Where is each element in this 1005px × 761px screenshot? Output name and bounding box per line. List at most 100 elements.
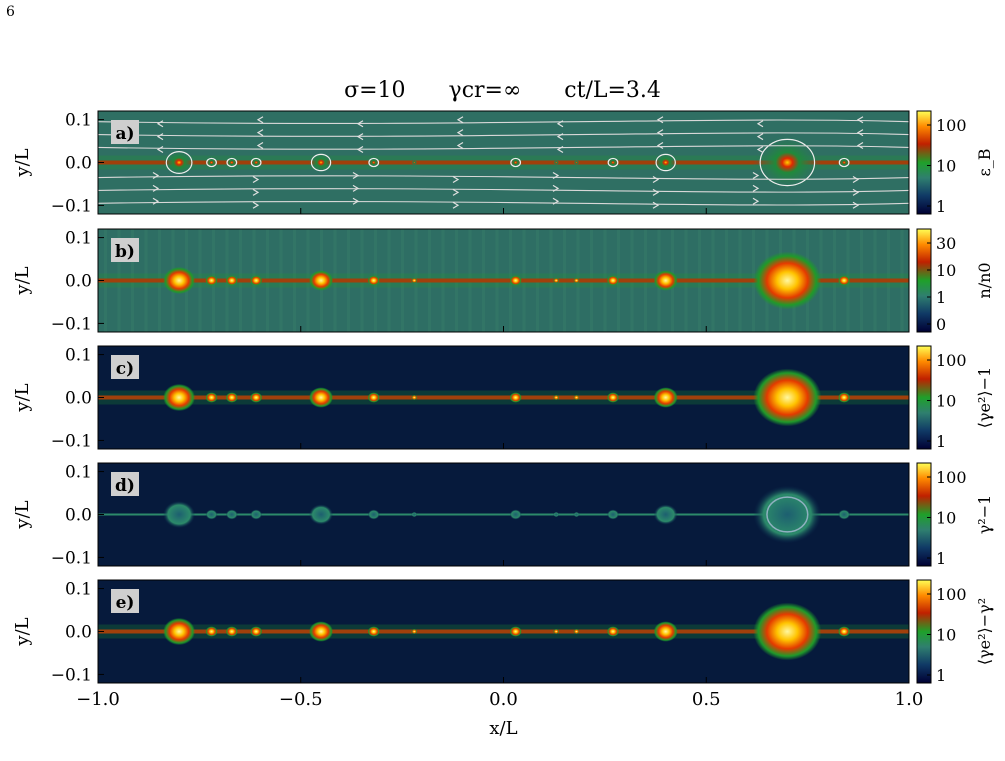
panel-label-box xyxy=(111,355,139,379)
y-axis-label: y/L xyxy=(12,617,33,646)
panel-label-box xyxy=(111,589,139,613)
plasmoid xyxy=(838,626,851,637)
field-arrow xyxy=(456,141,464,149)
ring-structure xyxy=(766,496,809,533)
y-tick-label: −0.1 xyxy=(51,314,92,334)
plasmoid xyxy=(606,157,619,168)
x-tick-label: 0.0 xyxy=(489,689,518,710)
plasmoid xyxy=(309,621,334,642)
field-contour xyxy=(368,157,380,168)
colorbar xyxy=(916,228,932,333)
field-contour xyxy=(206,157,217,168)
field-arrow xyxy=(752,184,760,192)
colorbar-tick-label: 100 xyxy=(936,585,967,604)
plasmoid xyxy=(411,159,418,166)
field-arrow xyxy=(456,129,464,137)
plasmoid xyxy=(653,152,678,173)
field-line xyxy=(97,188,910,193)
plasmoid xyxy=(225,392,238,403)
field-arrow xyxy=(456,116,464,124)
field-arrow xyxy=(156,133,164,141)
field-arrow xyxy=(652,176,660,184)
field-arrow xyxy=(152,172,160,180)
x-axis-label: x/L xyxy=(489,718,517,739)
plasmoid xyxy=(606,626,619,637)
field-line xyxy=(97,145,910,150)
plasmoid xyxy=(367,275,380,286)
plasmoid xyxy=(367,509,380,520)
field-arrow xyxy=(552,197,560,205)
field-arrow xyxy=(256,141,264,149)
current-sheet xyxy=(98,395,909,400)
panel-label: d) xyxy=(115,476,135,496)
field-arrow xyxy=(852,201,860,209)
field-arrow xyxy=(556,145,564,153)
plasmoid xyxy=(250,509,263,520)
y-tick-label: 0.0 xyxy=(65,623,92,643)
field-contour xyxy=(655,153,676,172)
field-arrow xyxy=(856,116,864,124)
plasmoid xyxy=(411,511,418,518)
field-arrow xyxy=(756,133,764,141)
x-tick-label: 0.5 xyxy=(692,689,721,710)
field-arrow xyxy=(852,188,860,196)
colorbar-tick-label: 10 xyxy=(936,261,956,280)
x-tick-label: −1.0 xyxy=(76,689,120,710)
field-arrow xyxy=(552,172,560,180)
sheet-halo xyxy=(98,273,909,288)
plasmoid xyxy=(411,394,418,401)
plasmoid xyxy=(509,157,522,168)
sheet-halo xyxy=(98,155,909,170)
field-line xyxy=(97,119,910,125)
panel-label: c) xyxy=(116,359,134,379)
plasmoid xyxy=(509,626,522,637)
plasmoid xyxy=(753,251,822,310)
plasmoid xyxy=(309,152,334,173)
y-tick-label: 0.0 xyxy=(65,389,92,409)
field-arrow xyxy=(852,176,860,184)
plasmoid xyxy=(606,509,619,520)
field-arrow xyxy=(656,116,664,124)
plasmoid xyxy=(250,157,263,168)
plasmoid xyxy=(205,275,218,286)
field-arrow xyxy=(556,133,564,141)
field-arrow xyxy=(656,141,664,149)
colorbar-label: ⟨γe²⟩−γ² xyxy=(975,598,994,665)
plasmoid xyxy=(225,157,238,168)
plasmoid xyxy=(553,277,560,284)
plasmoid xyxy=(225,509,238,520)
field-arrow xyxy=(556,120,564,128)
plasmoid xyxy=(553,159,560,166)
field-arrow xyxy=(856,129,864,137)
colorbar-tick-label: 100 xyxy=(936,351,967,370)
plasmoid xyxy=(163,266,196,295)
panel-label-box xyxy=(111,472,139,496)
colorbar-tick-label: 1 xyxy=(936,549,946,568)
plasmoid xyxy=(205,392,218,403)
colorbar-tick-label: 10 xyxy=(936,509,956,528)
plasmoid xyxy=(225,626,238,637)
plasmoid xyxy=(553,628,560,635)
y-axis-label: y/L xyxy=(12,148,33,177)
y-tick-label: 0.1 xyxy=(65,346,92,366)
y-tick-label: −0.1 xyxy=(51,665,92,685)
field-arrow xyxy=(352,197,360,205)
colorbar-tick-label: 10 xyxy=(936,157,956,176)
panel-c: c) 0.1 0.0 −0.1 y/L 100 10 1 ⟨γe²⟩−1 xyxy=(12,345,994,451)
plasmoid xyxy=(163,500,196,529)
colorbar-tick-label: 10 xyxy=(936,626,956,645)
field-arrow xyxy=(756,145,764,153)
plasmoid xyxy=(509,392,522,403)
field-arrow xyxy=(152,197,160,205)
field-arrow xyxy=(256,129,264,137)
field-arrow xyxy=(452,188,460,196)
plasmoid xyxy=(367,392,380,403)
plasmoid xyxy=(367,626,380,637)
y-tick-label: −0.1 xyxy=(51,548,92,568)
plasmoid xyxy=(753,602,822,661)
field-arrow xyxy=(552,184,560,192)
colorbar-tick-label: 30 xyxy=(936,234,956,253)
field-contour xyxy=(310,153,332,172)
